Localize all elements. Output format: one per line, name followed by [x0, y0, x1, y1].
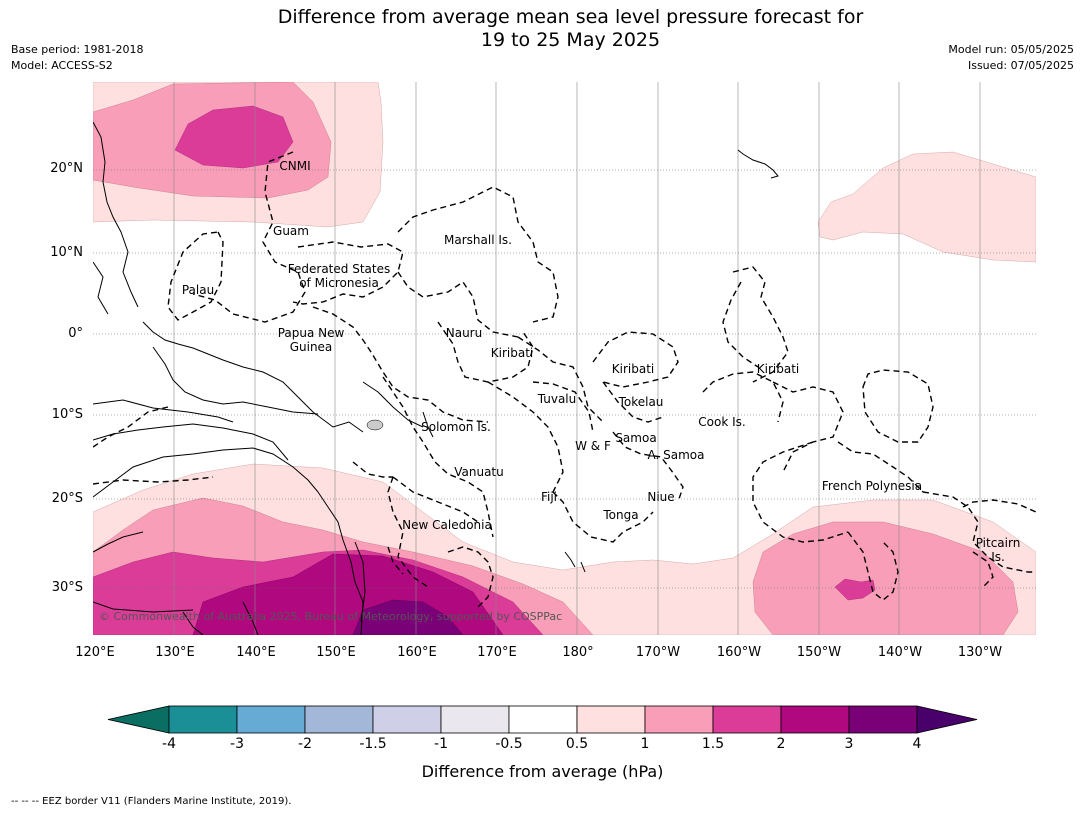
cbar-tick-4: -1.5 — [359, 736, 387, 752]
colorbar-label: Difference from average (hPa) — [421, 762, 664, 781]
colorbar-swatch — [644, 705, 714, 734]
cbar-tick-11: 3 — [844, 736, 854, 752]
label-palau: Palau — [182, 283, 214, 297]
coastlines — [93, 121, 779, 635]
label-guam: Guam — [273, 224, 309, 238]
label-cnmi: CNMI — [279, 159, 310, 173]
label-fsm-2: of Micronesia — [299, 276, 379, 290]
label-marshall: Marshall Is. — [444, 233, 512, 247]
label-frpoly: French Polynesia — [822, 479, 922, 493]
colorbar — [107, 705, 978, 734]
cbar-tick-5: -1 — [434, 736, 448, 752]
label-tuvalu: Tuvalu — [537, 392, 577, 406]
lon-tick-120e: 120°E — [75, 645, 115, 660]
lon-tick-160w: 160°W — [716, 645, 762, 660]
colorbar-swatch — [508, 705, 578, 734]
colorbar-swatch — [372, 705, 442, 734]
lon-tick-150w: 150°W — [796, 645, 842, 660]
anomaly-ne-light — [817, 151, 1036, 263]
label-newcal: New Caledonia — [402, 518, 492, 532]
island-blob — [366, 419, 384, 431]
colorbar-extend-min — [107, 705, 170, 734]
lon-tick-160e: 160°E — [397, 645, 437, 660]
lat-tick-20s: 20°S — [51, 491, 83, 506]
label-solomon: Solomon Is. — [421, 420, 491, 434]
lon-tick-170w: 170°W — [635, 645, 681, 660]
copyright-text: © Commonwealth of Australia 2025, Bureau… — [99, 610, 562, 623]
lon-tick-140e: 140°E — [236, 645, 276, 660]
label-fiji: Fiji — [541, 490, 557, 504]
map-svg: CNMI Guam Marshall Is. Federated States … — [93, 82, 1036, 635]
label-kiribati-w: Kiribati — [491, 346, 533, 360]
lat-tick-10s: 10°S — [51, 407, 83, 422]
label-nauru: Nauru — [446, 326, 482, 340]
lon-tick-130e: 130°E — [155, 645, 195, 660]
lat-tick-0: 0° — [68, 326, 83, 341]
anomaly-se-dark — [834, 578, 876, 601]
colorbar-swatch — [236, 705, 306, 734]
colorbar-swatch — [168, 705, 238, 734]
lat-tick-30s: 30°S — [51, 580, 83, 595]
lon-tick-140w: 140°W — [877, 645, 923, 660]
cbar-tick-6: -0.5 — [495, 736, 523, 752]
label-png-1: Papua New — [278, 326, 345, 340]
label-cook: Cook Is. — [698, 415, 745, 429]
lon-tick-170e: 170°E — [477, 645, 517, 660]
map-title: Difference from average mean sea level p… — [0, 6, 1085, 52]
lon-tick-130w: 130°W — [957, 645, 1003, 660]
label-pitcairn-2: Is. — [991, 550, 1005, 564]
label-vanuatu: Vanuatu — [454, 465, 504, 479]
lat-tick-10n: 10°N — [50, 245, 83, 260]
meta-right: Model run: 05/05/2025 Issued: 07/05/2025 — [948, 42, 1074, 74]
eez-borders — [93, 151, 1036, 608]
region-labels: CNMI Guam Marshall Is. Federated States … — [182, 159, 1020, 564]
colorbar-extend-max — [916, 705, 978, 734]
colorbar-swatch — [576, 705, 646, 734]
label-asamoa: A. Samoa — [648, 448, 705, 462]
title-line-1: Difference from average mean sea level p… — [277, 6, 864, 28]
colorbar-swatch — [780, 705, 850, 734]
model-name: Model: ACCESS-S2 — [11, 59, 113, 72]
label-kiribati-c: Kiribati — [612, 362, 654, 376]
anomaly-nw-dark — [174, 105, 294, 169]
cbar-tick-3: -2 — [298, 736, 312, 752]
cbar-tick-12: 4 — [912, 736, 922, 752]
lat-tick-20n: 20°N — [50, 161, 83, 176]
lon-tick-180: 180° — [562, 645, 594, 660]
label-wf: W & F — [575, 439, 611, 453]
meta-left: Base period: 1981-2018 Model: ACCESS-S2 — [11, 42, 143, 74]
label-kiribati-e: Kiribati — [757, 362, 799, 376]
label-tonga: Tonga — [602, 508, 638, 522]
label-png-2: Guinea — [290, 340, 333, 354]
cbar-tick-1: -4 — [162, 736, 176, 752]
cbar-tick-9: 1.5 — [701, 736, 725, 752]
model-run: Model run: 05/05/2025 — [948, 43, 1074, 56]
meridians — [173, 82, 981, 635]
label-pitcairn-1: Pitcairn — [976, 536, 1021, 550]
label-samoa: Samoa — [615, 431, 656, 445]
lon-tick-150e: 150°E — [316, 645, 356, 660]
cbar-tick-7: 0.5 — [565, 736, 589, 752]
colorbar-swatch — [304, 705, 374, 734]
colorbar-swatch — [440, 705, 510, 734]
colorbar-swatch — [712, 705, 782, 734]
map-panel: CNMI Guam Marshall Is. Federated States … — [93, 82, 1036, 635]
cbar-tick-2: -3 — [230, 736, 244, 752]
title-line-2: 19 to 25 May 2025 — [480, 29, 661, 51]
label-fsm-1: Federated States — [288, 262, 390, 276]
colorbar-swatches — [107, 705, 978, 734]
cbar-tick-10: 2 — [776, 736, 786, 752]
colorbar-swatch — [848, 705, 918, 734]
eez-footnote: -- -- -- EEZ border V11 (Flanders Marine… — [11, 796, 292, 807]
parallels — [93, 169, 1036, 589]
label-niue: Niue — [647, 490, 674, 504]
cbar-tick-8: 1 — [640, 736, 650, 752]
label-tokelau: Tokelau — [618, 395, 664, 409]
base-period: Base period: 1981-2018 — [11, 43, 144, 56]
issued-date: Issued: 07/05/2025 — [967, 59, 1074, 72]
